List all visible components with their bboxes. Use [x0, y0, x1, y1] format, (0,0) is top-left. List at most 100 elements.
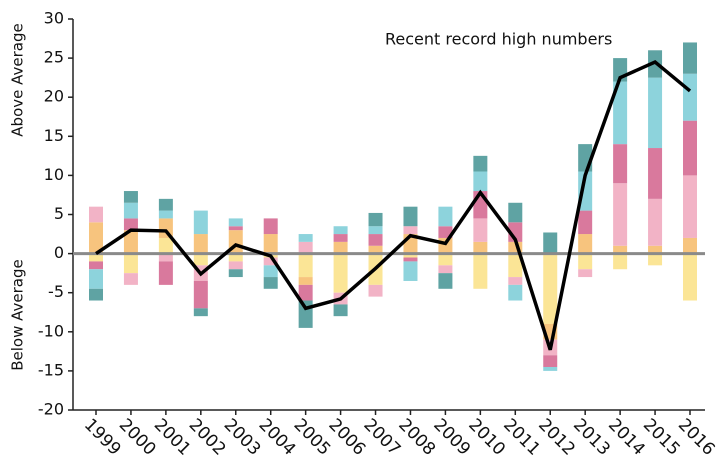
- y-label-top: Above Average: [9, 23, 27, 136]
- bar-segment: [543, 232, 558, 254]
- bar-segment: [648, 148, 663, 199]
- bar-segment: [508, 277, 523, 285]
- y-tick-label: 30: [44, 9, 64, 28]
- bar-segment: [543, 253, 558, 324]
- y-tick-label: 20: [44, 87, 64, 106]
- bar-segment: [228, 269, 243, 278]
- x-tick-label: 2014: [604, 415, 649, 459]
- bar-segment: [333, 304, 348, 317]
- y-label-bottom: Below Average: [9, 259, 27, 371]
- bar-segment: [123, 191, 138, 203]
- bar-segment: [298, 234, 313, 242]
- bar-segment: [508, 241, 523, 254]
- x-tick-label: 2002: [185, 415, 230, 459]
- bar-segment: [228, 253, 243, 262]
- y-tick-label: 0: [54, 243, 64, 262]
- bar-segment: [438, 253, 453, 266]
- bar-segment: [263, 234, 278, 254]
- bar-segment: [613, 245, 628, 254]
- y-tick-label: -10: [38, 321, 64, 340]
- bar-segment: [228, 261, 243, 270]
- x-tick-label: 2010: [464, 415, 509, 459]
- bar-segment: [403, 257, 418, 262]
- bar-segment: [543, 366, 558, 371]
- bar-segment: [683, 175, 697, 238]
- bar-segment: [368, 234, 383, 246]
- bar-segment: [123, 230, 138, 254]
- bar-segment: [648, 253, 663, 266]
- bar-segment: [298, 284, 313, 301]
- bar-segment: [193, 280, 208, 309]
- bar-segment: [263, 277, 278, 289]
- bar-segment: [473, 253, 488, 289]
- y-tick-label: 25: [44, 48, 64, 67]
- bar-segment: [578, 234, 593, 254]
- bar-segment: [123, 253, 138, 274]
- bar-segment: [683, 237, 697, 254]
- x-tick-label: 1999: [80, 415, 125, 459]
- bar-segment: [89, 206, 103, 223]
- bar-segment: [683, 42, 697, 74]
- bar-segment: [333, 234, 348, 242]
- bar-segment: [298, 277, 313, 285]
- bar-segment: [193, 253, 208, 266]
- bar-segment: [89, 288, 103, 301]
- bar-segment: [683, 120, 697, 176]
- x-tick-label: 2004: [255, 415, 300, 459]
- bar-segment: [438, 226, 453, 238]
- bar-segment: [578, 253, 593, 270]
- bar-segment: [683, 73, 697, 121]
- x-tick-label: 2012: [534, 415, 579, 459]
- bar-segment: [228, 226, 243, 231]
- bar-segment: [438, 237, 453, 254]
- bar-segment: [298, 300, 313, 328]
- bar-segment: [648, 245, 663, 254]
- bar-segment: [403, 261, 418, 281]
- bar-segment: [543, 355, 558, 367]
- x-tick-label: 2008: [394, 415, 439, 459]
- bar-segment: [368, 284, 383, 297]
- bar-segment: [89, 253, 103, 262]
- line-series: [95, 59, 692, 351]
- bar-segment: [613, 81, 628, 145]
- bar-segment: [263, 257, 278, 266]
- bar-segment: [263, 265, 278, 278]
- bar-segment: [368, 245, 383, 254]
- bar-segment: [123, 218, 138, 231]
- bar-segment: [333, 226, 348, 235]
- bar-segment: [403, 206, 418, 227]
- y-tick-label: 5: [54, 204, 64, 223]
- x-tick-label: 2003: [220, 415, 265, 459]
- bar-segment: [193, 234, 208, 254]
- bar-segment: [158, 237, 173, 254]
- bar-segment: [193, 210, 208, 235]
- bar-segment: [613, 183, 628, 246]
- bar-segment: [333, 241, 348, 254]
- bar-segment: [228, 218, 243, 227]
- bar-segment: [298, 241, 313, 254]
- bar-segment: [473, 155, 488, 172]
- x-tick-label: 2016: [674, 415, 717, 459]
- bar-segment: [473, 171, 488, 192]
- bar-segment: [613, 253, 628, 270]
- bar-segment: [368, 212, 383, 227]
- bar-segment: [193, 308, 208, 317]
- bar-segment: [473, 241, 488, 254]
- bar-segment: [158, 210, 173, 219]
- bar-segment: [89, 222, 103, 254]
- x-tick-label: 2005: [290, 415, 335, 459]
- bar-segment: [613, 144, 628, 184]
- bar-segment: [263, 218, 278, 235]
- bar-segment: [683, 253, 697, 301]
- y-tick-label: -20: [38, 400, 64, 419]
- x-tick-label: 2015: [639, 415, 684, 459]
- bar-segment: [508, 253, 523, 278]
- y-tick-label: -5: [48, 282, 64, 301]
- x-tick-label: 2000: [115, 415, 160, 459]
- bar-segment: [158, 198, 173, 211]
- bar-segment: [578, 210, 593, 235]
- bar-segment: [158, 253, 173, 262]
- bar-segment: [578, 269, 593, 278]
- bar-segment: [508, 202, 523, 223]
